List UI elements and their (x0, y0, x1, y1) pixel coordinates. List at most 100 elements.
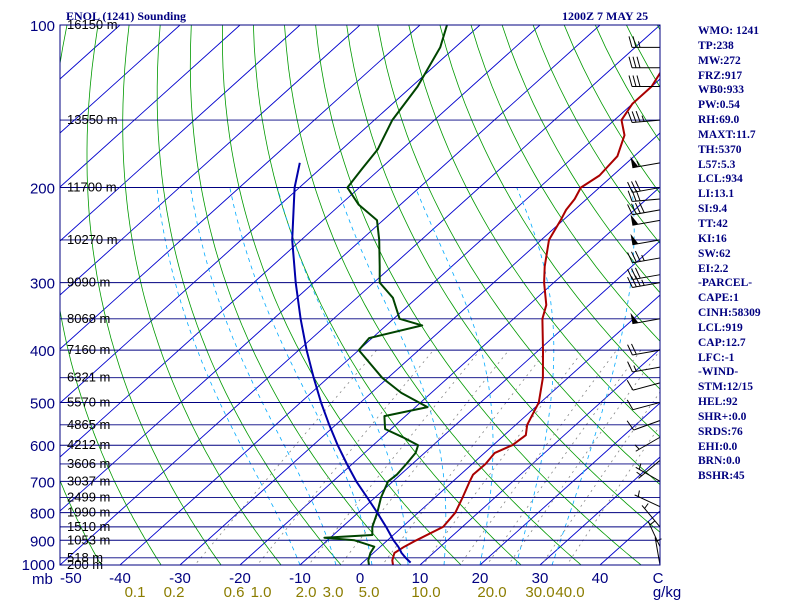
index-value: KI:16 (698, 232, 727, 245)
height-label: 1510 m (67, 519, 110, 534)
mixing-ratio-tick-label: 30.0 (525, 584, 554, 600)
moist-adiabat (229, 187, 373, 565)
index-value: WB0:933 (698, 84, 744, 97)
wind-barb (636, 459, 661, 479)
dry-adiabat (439, 25, 660, 390)
mixing-ratio-line (339, 349, 510, 565)
mixing-ratio-tick-label: 3.0 (323, 584, 344, 600)
height-label: 8068 m (67, 311, 110, 326)
wind-barb (627, 202, 661, 216)
index-value: TH:5370 (698, 143, 742, 156)
index-value: SRDS:76 (698, 425, 743, 438)
pressure-tick-label: 200 (30, 181, 55, 198)
temperature-tick-label: 0 (356, 570, 364, 587)
index-value: SI:9.4 (698, 203, 728, 216)
dry-adiabat (501, 25, 660, 294)
dry-adiabat (189, 25, 402, 565)
mixing-ratio-tick-label: 0.1 (125, 584, 146, 600)
index-value: HEL:92 (698, 396, 738, 409)
height-label: 10270 m (67, 232, 118, 247)
index-value: BRN:0.0 (698, 455, 741, 468)
wind-barb (630, 312, 661, 325)
pressure-tick-label: 500 (30, 395, 55, 412)
index-value: PW:0.54 (698, 99, 740, 112)
index-value: LI:13.1 (698, 188, 735, 201)
height-label: 4865 m (67, 417, 110, 432)
mixing-ratio-tick-label: 2.0 (296, 584, 317, 600)
wind-barb (626, 420, 661, 431)
index-value: EHI:0.0 (698, 440, 738, 453)
index-value: CAP:12.7 (698, 336, 746, 349)
mixing-ratio-tick-label: 10.0 (411, 584, 440, 600)
temperature-profile (391, 71, 660, 565)
isotherm (359, 294, 660, 565)
mixing-ratio-line (422, 349, 584, 565)
mixing-ratio-line (566, 424, 660, 565)
dry-adiabat (60, 25, 162, 565)
wind-barb (634, 436, 661, 452)
dry-adiabat (60, 479, 102, 565)
isotherm (60, 25, 241, 188)
diagram-grid (60, 25, 660, 565)
isotherm (479, 402, 660, 565)
mixing-ratio-line (486, 349, 642, 565)
height-label: 3037 m (67, 473, 110, 488)
wind-barb (635, 463, 661, 482)
height-label: 11700 m (67, 180, 117, 195)
index-value: SW:62 (698, 247, 731, 260)
dry-adiabat (284, 25, 582, 565)
isotherm (60, 25, 541, 458)
dry-adiabat (377, 25, 660, 486)
mixing-ratio-tick-label: 0.6 (224, 584, 245, 600)
wind-barbs (626, 36, 662, 566)
index-value: CINH:58309 (698, 307, 761, 320)
height-label: 4212 m (67, 437, 110, 452)
index-value: LCL:919 (698, 321, 743, 334)
pressure-tick-label: 900 (30, 533, 55, 550)
temperature-tick-label: -10 (289, 570, 311, 587)
index-value: LCL:934 (698, 173, 743, 186)
dry-adiabat (86, 25, 222, 565)
index-value: -WIND- (698, 366, 739, 379)
dry-adiabat (346, 25, 660, 533)
wind-barb (627, 110, 661, 124)
temperature-unit-label: C (653, 570, 664, 587)
isotherm (239, 186, 660, 565)
pressure-tick-label: 100 (30, 18, 55, 35)
index-value: BSHR:45 (698, 470, 745, 483)
wind-barb (634, 490, 661, 508)
moist-adiabat (551, 187, 635, 565)
index-value: L57:5.3 (698, 158, 736, 171)
wind-barb (641, 503, 661, 528)
height-label: 9090 m (67, 275, 110, 290)
height-label: 5570 m (67, 394, 110, 409)
mixing-ratio-tick-label: 5.0 (359, 584, 380, 600)
mixing-ratio-line (541, 391, 660, 565)
mixing-ratio-line (307, 349, 481, 565)
index-value: RH:69.0 (698, 114, 740, 127)
temperature-tick-label: -30 (169, 570, 191, 587)
wind-barb (630, 156, 661, 169)
isotherm (119, 78, 660, 565)
index-value: LFC:-1 (698, 351, 735, 364)
isotherm (60, 25, 301, 242)
mixing-ratio-tick-label: 1.0 (251, 584, 272, 600)
plot-frame (59, 24, 661, 566)
index-value: MAXT:11.7 (698, 128, 756, 141)
index-value: MW:272 (698, 54, 741, 67)
temperature-tick-label: -50 (60, 570, 82, 587)
height-label: 3606 m (67, 456, 110, 471)
dry-adiabat (122, 25, 282, 565)
wind-barb (627, 267, 661, 281)
sounding-time: 1200Z 7 MAY 25 (562, 9, 649, 23)
height-label: 2499 m (67, 490, 110, 505)
wind-barb (628, 36, 660, 48)
index-value: WMO: 1241 (698, 25, 760, 37)
isotherm (60, 25, 481, 404)
temperature-tick-label: 10 (412, 570, 429, 587)
mixing-ratio-line (194, 349, 377, 565)
pressure-axis-label: mb (32, 571, 53, 588)
height-label: 1053 m (67, 532, 110, 547)
